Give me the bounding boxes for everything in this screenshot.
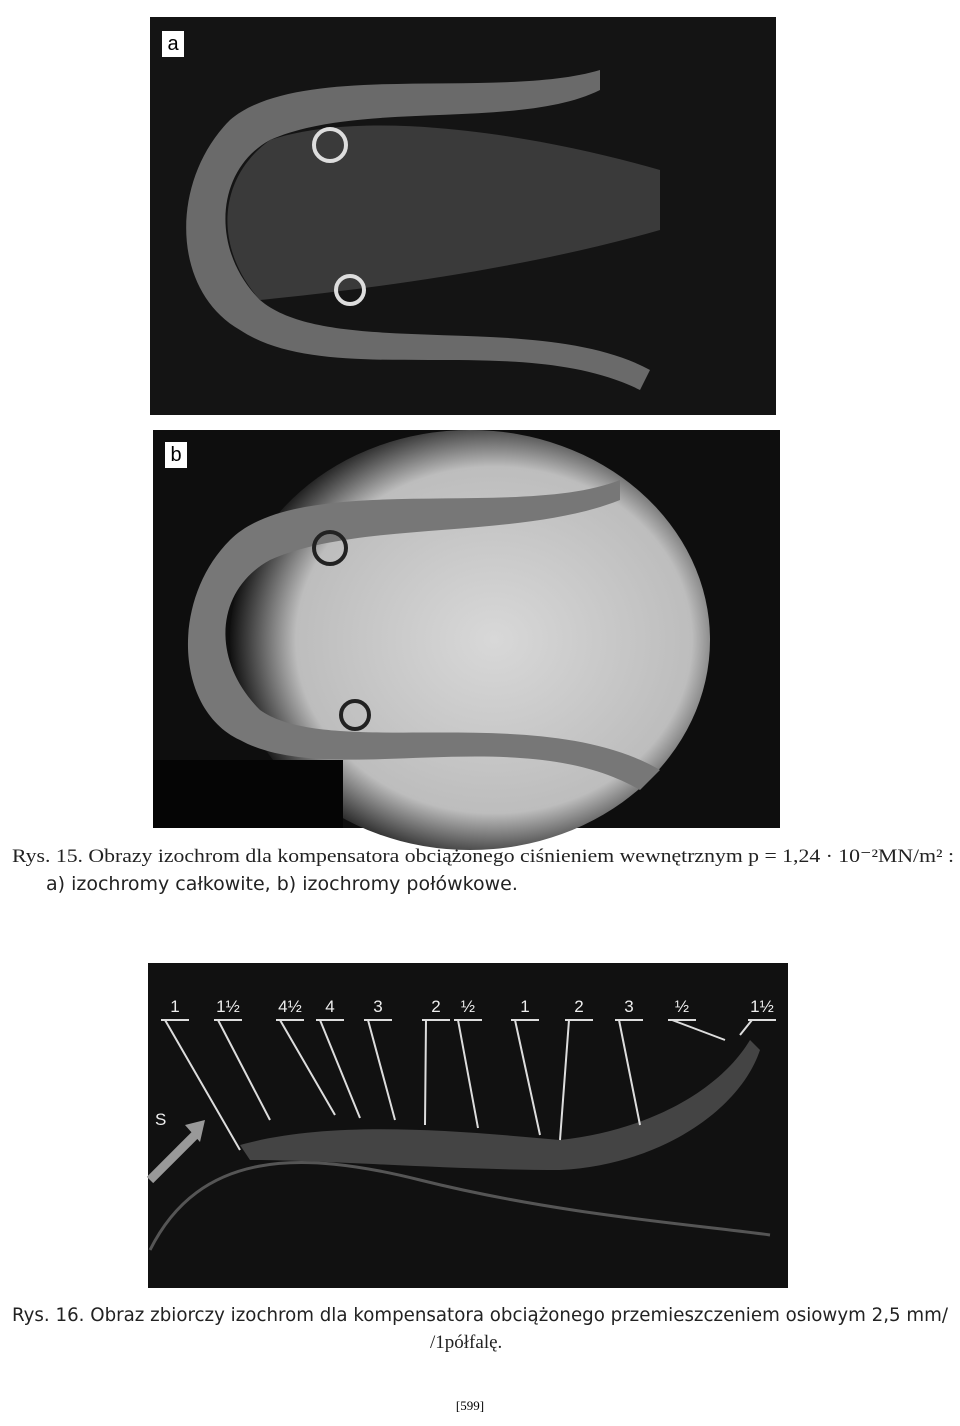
photo-fringes: S 1 1½ 4½ 4 3 2 ½ 1 2 3 ½ 1½ bbox=[146, 963, 788, 1288]
fringe-label: 1 bbox=[520, 997, 529, 1016]
fringe-label: 2 bbox=[431, 997, 440, 1016]
caption: /1półfalę. bbox=[430, 1332, 502, 1353]
leader-line bbox=[615, 1019, 643, 1126]
fringe-label: 3 bbox=[624, 997, 633, 1016]
fringe-label: 1½ bbox=[216, 997, 240, 1016]
leader-line bbox=[511, 1019, 541, 1136]
leader-line bbox=[316, 1019, 361, 1119]
caption: Rys. 16. Obraz zbiorczy izochrom dla kom… bbox=[12, 1304, 949, 1326]
photo-b: b bbox=[153, 430, 780, 850]
fringe-label: 3 bbox=[373, 997, 382, 1016]
leader-line bbox=[422, 1019, 450, 1126]
photo-a: a bbox=[150, 17, 776, 415]
leader-line bbox=[668, 1019, 726, 1041]
leader-line bbox=[454, 1019, 482, 1129]
page-number: [599] bbox=[456, 1398, 484, 1413]
fringe-label: 2 bbox=[574, 997, 583, 1016]
leader-line bbox=[739, 1019, 776, 1036]
fringe-label: 4 bbox=[325, 997, 334, 1016]
leader-line bbox=[214, 1019, 271, 1121]
fringe-label: 1 bbox=[170, 997, 179, 1016]
fringe-label: 1½ bbox=[750, 997, 774, 1016]
leader-line bbox=[161, 1019, 241, 1151]
s-label: S bbox=[155, 1110, 166, 1129]
leader-line bbox=[364, 1019, 396, 1121]
fringe-label: ½ bbox=[675, 997, 689, 1016]
caption: a) izochromy całkowite, b) izochromy poł… bbox=[46, 873, 518, 895]
panel-label: a bbox=[167, 33, 179, 55]
panel-label: b bbox=[170, 444, 181, 466]
fringe-label: 4½ bbox=[278, 997, 302, 1016]
fringe-label: ½ bbox=[461, 997, 475, 1016]
caption: Rys. 15. Obrazy izochrom dla kompensator… bbox=[12, 846, 954, 867]
leader-line bbox=[276, 1019, 336, 1116]
leader-line bbox=[559, 1019, 593, 1141]
